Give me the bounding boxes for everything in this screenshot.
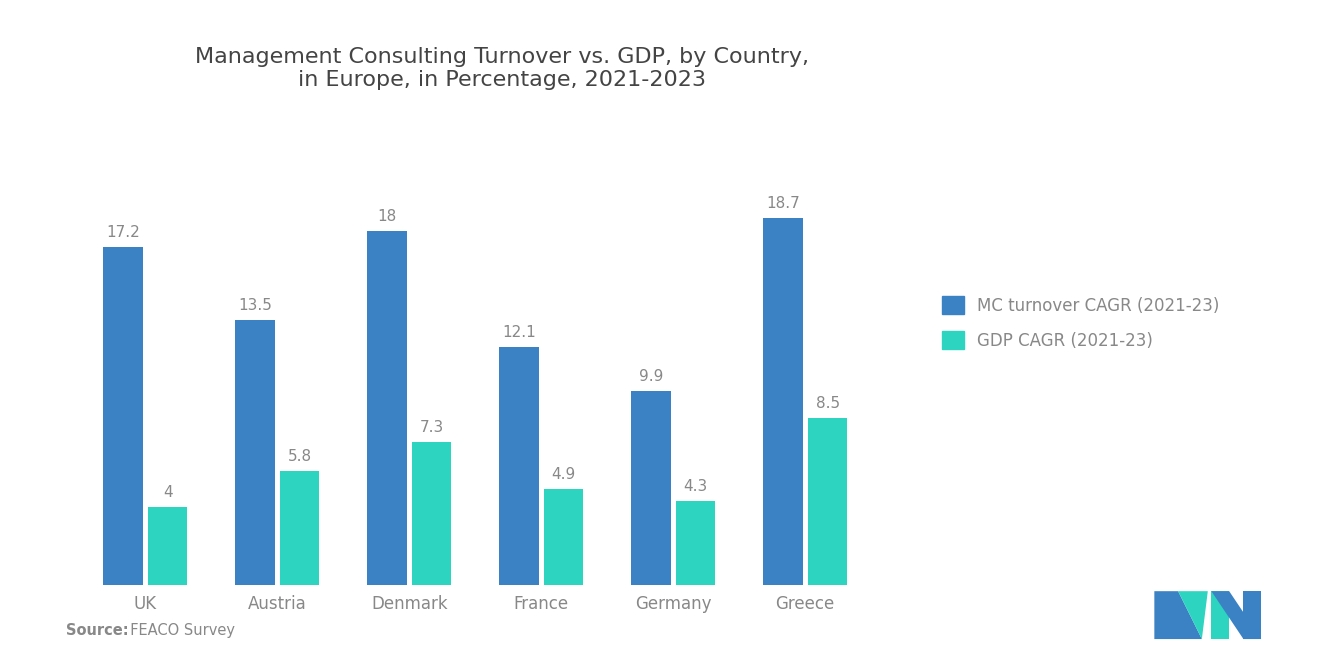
Text: 18.7: 18.7 <box>766 196 800 211</box>
Bar <box>103 247 143 585</box>
Polygon shape <box>1212 591 1262 639</box>
Bar <box>631 390 671 585</box>
Text: 13.5: 13.5 <box>238 298 272 313</box>
Bar <box>280 471 319 585</box>
Text: 4: 4 <box>162 485 173 499</box>
Polygon shape <box>1243 591 1262 639</box>
Text: Source:: Source: <box>66 623 128 638</box>
Bar <box>499 347 539 585</box>
Text: 5.8: 5.8 <box>288 450 312 464</box>
Text: 4.9: 4.9 <box>552 467 576 482</box>
Bar <box>367 231 407 585</box>
Bar <box>412 442 451 585</box>
Text: 12.1: 12.1 <box>502 325 536 340</box>
Polygon shape <box>1179 591 1208 639</box>
Bar <box>148 507 187 585</box>
Text: 17.2: 17.2 <box>106 225 140 240</box>
Text: 4.3: 4.3 <box>684 479 708 494</box>
Bar <box>808 418 847 585</box>
Bar <box>235 320 275 585</box>
Text: 8.5: 8.5 <box>816 396 840 411</box>
Bar <box>544 489 583 585</box>
Legend: MC turnover CAGR (2021-23), GDP CAGR (2021-23): MC turnover CAGR (2021-23), GDP CAGR (20… <box>933 287 1228 358</box>
Text: 7.3: 7.3 <box>420 420 444 435</box>
Text: FEACO Survey: FEACO Survey <box>121 623 235 638</box>
Text: 9.9: 9.9 <box>639 368 663 384</box>
Polygon shape <box>1154 591 1203 639</box>
Bar <box>676 501 715 585</box>
Text: 18: 18 <box>378 209 396 224</box>
Polygon shape <box>1212 591 1229 639</box>
Text: Management Consulting Turnover vs. GDP, by Country,
in Europe, in Percentage, 20: Management Consulting Turnover vs. GDP, … <box>194 47 809 90</box>
Bar <box>763 217 803 585</box>
